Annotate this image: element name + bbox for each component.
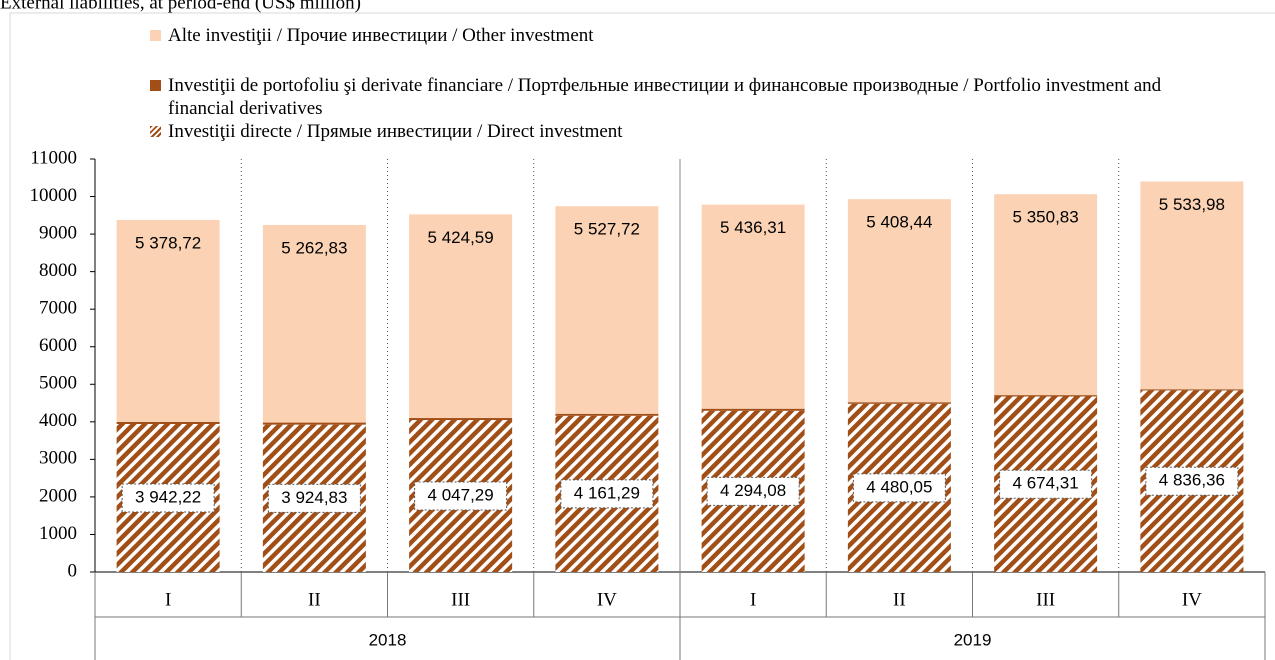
bar-segment xyxy=(409,418,513,421)
bar-segment xyxy=(994,194,1098,396)
bar-segment xyxy=(701,408,805,411)
data-label: 5 527,72 xyxy=(574,220,640,239)
bar-segment xyxy=(1140,181,1244,390)
data-label-box xyxy=(121,483,215,513)
legend-label: Alte investiţii / Прочие инвестиции / Ot… xyxy=(168,25,594,46)
legend-label: Investiţii directe / Прямые инвестиции /… xyxy=(168,121,623,142)
x-tick-label: IV xyxy=(597,589,617,610)
data-label-box xyxy=(999,469,1093,499)
y-tick-label: 5000 xyxy=(39,373,77,394)
legend-item: Alte investiţii / Прочие инвестиции / Ot… xyxy=(148,24,1218,47)
y-tick-label: 9000 xyxy=(39,222,77,243)
data-label-box xyxy=(1145,466,1239,496)
bar-segment xyxy=(262,224,366,423)
data-label: 5 350,83 xyxy=(1013,208,1079,227)
data-label: 5 436,31 xyxy=(720,218,786,237)
y-tick-label: 3000 xyxy=(39,448,77,469)
data-label: 5 378,72 xyxy=(135,233,201,252)
y-tick-label: 2000 xyxy=(39,485,77,506)
data-label-box xyxy=(706,476,800,506)
data-label: 3 942,22 xyxy=(135,487,201,506)
y-tick-label: 0 xyxy=(68,560,78,581)
bar-segment xyxy=(847,199,951,403)
legend-item: Investiţii de portofoliu şi derivate fin… xyxy=(148,74,1218,120)
x-tick-label: I xyxy=(750,589,756,610)
bar-segment xyxy=(555,206,659,414)
y-tick-label: 11000 xyxy=(30,147,77,168)
x-group-label: 2018 xyxy=(369,630,407,649)
legend: Alte investiţii / Прочие инвестиции / Ot… xyxy=(148,24,1218,143)
y-tick-label: 7000 xyxy=(39,298,77,319)
x-tick-label: II xyxy=(893,589,906,610)
data-label: 5 262,83 xyxy=(281,238,347,257)
bar-segment xyxy=(116,421,220,424)
y-tick-label: 8000 xyxy=(39,260,77,281)
data-label: 4 674,31 xyxy=(1013,474,1079,493)
bar-segment xyxy=(847,402,951,404)
legend-swatch xyxy=(150,30,161,41)
x-group-label: 2019 xyxy=(954,630,992,649)
bar-segment xyxy=(1140,389,1244,391)
data-label: 4 294,08 xyxy=(720,481,786,500)
data-label-box xyxy=(414,481,508,511)
data-label-box xyxy=(560,479,654,509)
bar-segment xyxy=(701,204,805,409)
y-tick-label: 6000 xyxy=(39,335,77,356)
bar-segment xyxy=(116,219,220,422)
bar-segment xyxy=(994,395,1098,397)
y-tick-label: 1000 xyxy=(39,523,77,544)
legend-item: Investiţii directe / Прямые инвестиции /… xyxy=(148,120,1218,143)
bar-segment xyxy=(409,214,513,419)
data-label: 5 424,59 xyxy=(428,228,494,247)
data-label: 4 836,36 xyxy=(1159,471,1225,490)
data-label: 5 408,44 xyxy=(866,213,932,232)
x-tick-label: II xyxy=(308,589,321,610)
legend-swatch xyxy=(150,126,161,137)
y-tick-label: 4000 xyxy=(39,410,77,431)
data-label: 3 924,83 xyxy=(281,488,347,507)
data-label-box xyxy=(852,473,946,503)
legend-label: Investiţii de portofoliu şi derivate fin… xyxy=(168,75,1162,119)
data-label: 4 480,05 xyxy=(866,477,932,496)
bar-segment xyxy=(555,413,659,416)
x-tick-label: III xyxy=(451,589,470,610)
bar-segment xyxy=(262,422,366,425)
data-label-box xyxy=(267,483,361,513)
data-label: 4 161,29 xyxy=(574,483,640,502)
y-tick-label: 10000 xyxy=(30,185,78,206)
data-label: 5 533,98 xyxy=(1159,195,1225,214)
x-tick-label: III xyxy=(1036,589,1055,610)
data-label: 4 047,29 xyxy=(428,486,494,505)
legend-swatch xyxy=(150,80,161,91)
x-tick-label: IV xyxy=(1182,589,1202,610)
chart-frame xyxy=(9,12,1275,660)
chart-title: External liabilities, at period-end (US$… xyxy=(0,0,361,13)
x-tick-label: I xyxy=(165,589,171,610)
